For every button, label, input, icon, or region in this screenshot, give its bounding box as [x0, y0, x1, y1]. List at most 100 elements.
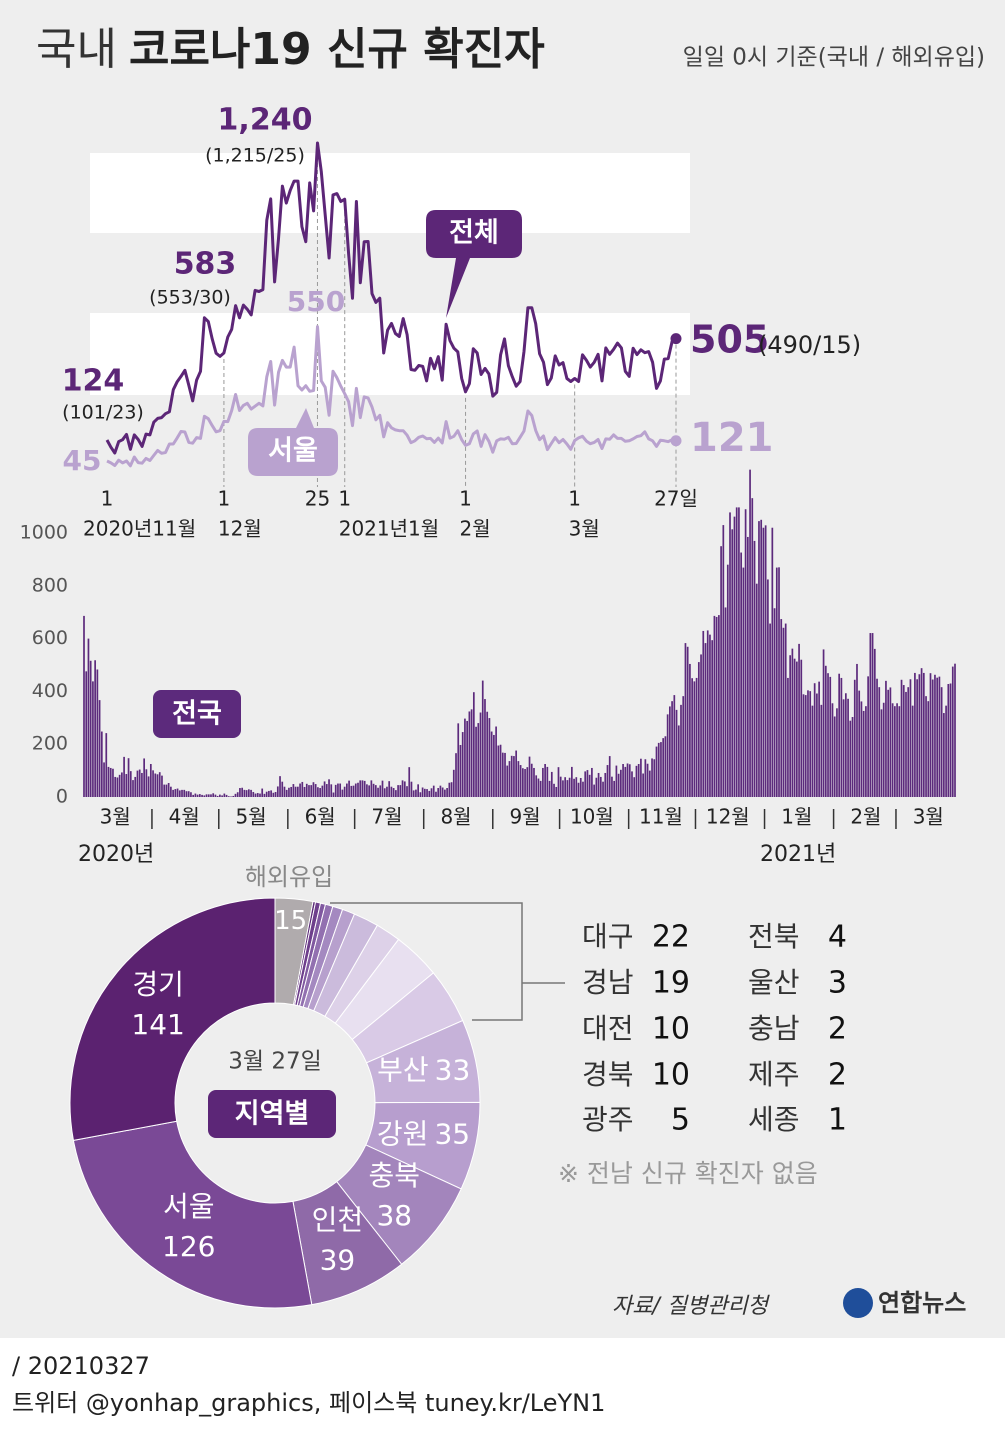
bar [490, 731, 493, 797]
bar [865, 706, 867, 797]
bar [773, 608, 776, 797]
bar [441, 787, 444, 797]
value-label: 45 [63, 444, 102, 477]
bar [136, 770, 139, 797]
bar [588, 774, 591, 797]
bar [548, 780, 551, 797]
y-tick-label: 200 [32, 733, 68, 755]
bar [149, 764, 152, 797]
slice-value: 15 [274, 906, 307, 936]
slice-name: 서울 [163, 1190, 215, 1223]
slice-name: 해외유입 [245, 863, 333, 891]
source: 자료/ 질병관리청 [612, 1294, 771, 1319]
table-value: 4 [828, 920, 847, 955]
bar [497, 745, 500, 797]
bar [907, 687, 910, 797]
bar [290, 786, 293, 797]
bar [486, 711, 489, 797]
bar [459, 744, 462, 797]
bar [947, 684, 950, 797]
bar [820, 704, 823, 797]
bar [147, 776, 150, 797]
bar [127, 758, 130, 797]
bar [591, 767, 593, 797]
bar [662, 738, 665, 797]
bar [900, 679, 903, 797]
bar [738, 507, 740, 797]
bar [392, 788, 395, 797]
bar [555, 786, 558, 797]
bar [582, 781, 584, 797]
bar [274, 791, 277, 797]
subtitle: 일일 0시 기준(국내 / 해외유입) [683, 45, 985, 71]
bar [112, 768, 114, 797]
bar [626, 763, 629, 797]
bar [651, 758, 653, 797]
bar [98, 700, 101, 797]
bar [873, 648, 876, 797]
bar [633, 777, 636, 797]
table-value: 10 [652, 1012, 690, 1047]
x-tick-label: 6월 [305, 805, 336, 829]
bar [225, 794, 228, 797]
bar [350, 785, 353, 797]
bar [265, 791, 268, 797]
bar [782, 627, 785, 797]
legend-badge [426, 210, 522, 318]
bar [570, 766, 573, 797]
table-name: 광주 [582, 1103, 634, 1136]
bar [902, 685, 905, 797]
title-badge [208, 1090, 336, 1138]
bar [664, 736, 667, 797]
table-value: 2 [828, 1012, 847, 1047]
bar [682, 696, 685, 797]
end-dot [670, 333, 682, 345]
bar [526, 767, 529, 797]
bar [484, 699, 486, 797]
bar [100, 731, 103, 797]
bar [624, 766, 627, 797]
bar [372, 783, 375, 797]
bar [397, 785, 399, 797]
bar [352, 785, 355, 797]
legend-badge [153, 690, 241, 738]
bar [403, 781, 406, 797]
bar [550, 771, 553, 797]
slice-value: 126 [162, 1230, 215, 1263]
bar [726, 564, 729, 797]
bar [746, 536, 749, 797]
slice-value: 39 [320, 1244, 356, 1277]
bar [597, 772, 600, 797]
bar [542, 767, 544, 797]
bar [234, 793, 237, 797]
bar [860, 701, 863, 797]
bar [343, 786, 346, 797]
bar [181, 789, 183, 797]
bar [252, 791, 255, 797]
table-value: 3 [828, 966, 847, 1001]
bar [925, 696, 927, 797]
bar [733, 516, 736, 797]
bar [457, 723, 460, 797]
bar [475, 726, 477, 797]
x-tick-label: 1 [568, 487, 581, 511]
bar [241, 787, 244, 797]
bar [655, 746, 658, 797]
slice-value: 38 [376, 1199, 412, 1232]
footer-social: 트위터 @yonhap_graphics, 페이스북 tuney.kr/LeYN… [12, 1389, 605, 1417]
bar [575, 777, 578, 797]
bar [566, 780, 569, 797]
bar [718, 615, 720, 797]
bar [301, 781, 304, 797]
bar [909, 679, 912, 797]
leader-line [330, 902, 523, 1021]
bar [123, 756, 125, 797]
bar [853, 679, 856, 797]
bar [637, 764, 640, 797]
slice-label: 강원 35 [377, 1117, 470, 1150]
bar [337, 783, 339, 797]
bar [931, 679, 934, 797]
bar [762, 527, 765, 797]
bar [247, 789, 250, 797]
bar [154, 773, 157, 797]
